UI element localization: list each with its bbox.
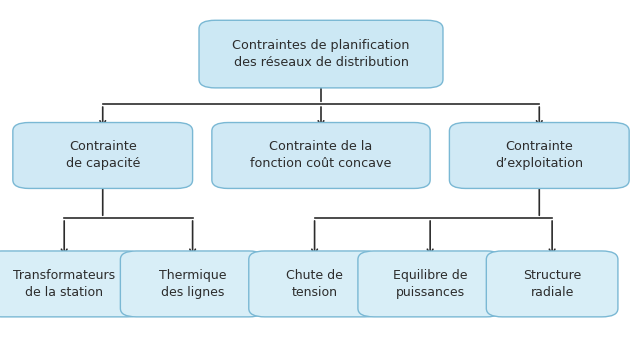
FancyBboxPatch shape — [13, 123, 193, 189]
Text: Contrainte
de capacité: Contrainte de capacité — [65, 141, 140, 170]
FancyBboxPatch shape — [358, 251, 502, 317]
FancyBboxPatch shape — [121, 251, 265, 317]
Text: Contrainte de la
fonction coût concave: Contrainte de la fonction coût concave — [250, 141, 392, 170]
FancyBboxPatch shape — [486, 251, 618, 317]
Text: Structure
radiale: Structure radiale — [523, 269, 581, 299]
Text: Contrainte
d’exploitation: Contrainte d’exploitation — [495, 141, 584, 170]
Text: Transformateurs
de la station: Transformateurs de la station — [13, 269, 116, 299]
FancyBboxPatch shape — [449, 123, 629, 189]
Text: Chute de
tension: Chute de tension — [286, 269, 343, 299]
FancyBboxPatch shape — [212, 123, 430, 189]
FancyBboxPatch shape — [199, 20, 443, 88]
FancyBboxPatch shape — [0, 251, 143, 317]
Text: Contraintes de planification
des réseaux de distribution: Contraintes de planification des réseaux… — [232, 39, 410, 69]
Text: Equilibre de
puissances: Equilibre de puissances — [393, 269, 467, 299]
Text: Thermique
des lignes: Thermique des lignes — [159, 269, 227, 299]
FancyBboxPatch shape — [248, 251, 380, 317]
